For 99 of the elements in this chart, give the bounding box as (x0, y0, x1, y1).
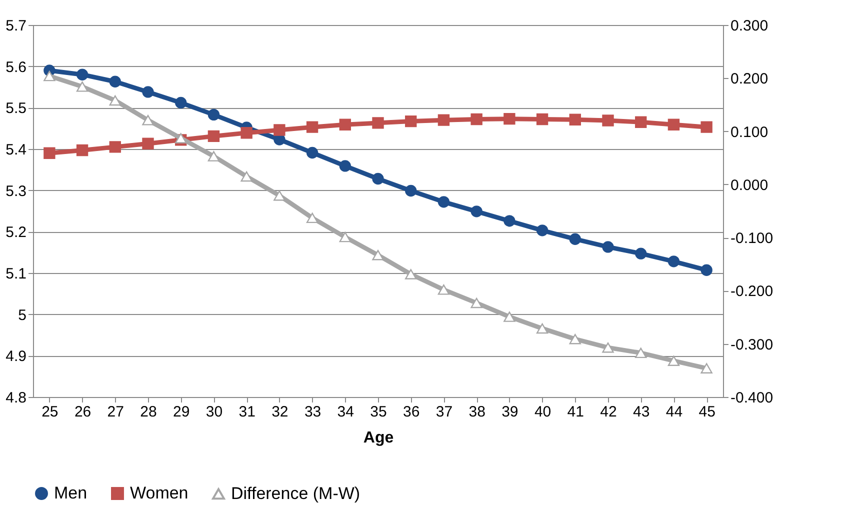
y-tick-label: 5.5 (6, 100, 26, 118)
y2-tick-label: -0.100 (730, 230, 774, 248)
y2-tick-label: -0.200 (730, 283, 774, 300)
legend-label: Women (130, 484, 188, 503)
point (470, 298, 482, 308)
point (635, 116, 647, 128)
point (536, 113, 548, 126)
y-tick-label: 5.2 (6, 224, 26, 242)
y2-tick-label: 0.100 (730, 124, 768, 141)
x-tick-label: 29 (173, 404, 190, 420)
point (76, 82, 88, 92)
point (339, 118, 351, 130)
point (109, 76, 121, 88)
legend-label: Men (54, 484, 88, 503)
x-tick-label: 37 (436, 404, 453, 420)
x-tick-label: 45 (698, 404, 716, 420)
x-tick-label: 33 (304, 404, 322, 420)
point (438, 196, 450, 208)
point (240, 127, 252, 139)
point (405, 269, 417, 280)
y2-tick-label: -0.400 (730, 390, 774, 406)
x-tick-label: 43 (633, 404, 650, 420)
legend-label: Difference (M-W) (231, 484, 360, 503)
point (306, 146, 318, 159)
x-tick-label: 41 (567, 404, 584, 420)
point (76, 144, 88, 156)
x-tick-label: 31 (238, 404, 256, 420)
y-tick-label: 5.6 (6, 58, 26, 76)
y-tick-label: 5 (18, 306, 26, 324)
y-tick-label: 5.3 (6, 182, 26, 200)
point (602, 241, 614, 253)
x-axis-title: Age (363, 430, 394, 446)
point (470, 113, 482, 126)
y-tick-label: 5.1 (6, 266, 26, 282)
point (504, 215, 516, 227)
x-tick-label: 39 (502, 404, 518, 420)
point (175, 133, 187, 144)
x-tick-label: 44 (666, 404, 683, 420)
point (372, 250, 384, 260)
point (372, 172, 384, 185)
x-tick-label: 30 (206, 404, 223, 420)
point (700, 264, 712, 276)
y-tick-label: 4.8 (6, 390, 26, 406)
y-tick-label: 5.7 (6, 18, 26, 34)
point (536, 224, 548, 236)
point (76, 68, 88, 80)
x-tick-label: 26 (74, 404, 92, 420)
point (240, 171, 252, 182)
point (405, 184, 417, 197)
point (635, 348, 647, 358)
x-tick-label: 38 (468, 404, 486, 420)
x-tick-label: 25 (42, 404, 58, 420)
x-tick-label: 35 (370, 404, 387, 420)
point (668, 256, 680, 268)
point (700, 363, 712, 374)
point (635, 248, 647, 260)
x-tick-label: 28 (140, 404, 157, 420)
x-tick-label: 32 (272, 404, 288, 420)
y-tick-label: 4.9 (6, 348, 26, 366)
point (438, 114, 450, 126)
point (700, 121, 712, 133)
point (438, 284, 450, 295)
point (569, 233, 581, 245)
point (208, 130, 220, 142)
point (470, 206, 482, 218)
x-tick-label: 36 (403, 404, 420, 420)
y2-tick-label: 0.000 (730, 176, 768, 194)
point (569, 114, 581, 126)
point (339, 160, 351, 172)
point (668, 356, 680, 366)
point (175, 96, 187, 109)
point (339, 232, 351, 242)
x-tick-label: 34 (337, 404, 354, 420)
point (536, 323, 548, 334)
y2-tick-label: 0.300 (730, 18, 768, 34)
point (44, 70, 56, 82)
x-tick-label: 40 (534, 404, 552, 420)
point (602, 342, 614, 353)
point (602, 114, 614, 126)
point (208, 108, 220, 121)
point (504, 312, 516, 322)
point (668, 118, 680, 130)
x-tick-label: 42 (600, 404, 617, 420)
point (44, 147, 56, 159)
y2-tick-label: 0.200 (730, 70, 768, 88)
point (504, 112, 516, 125)
x-tick-label: 27 (107, 404, 124, 420)
y2-tick-label: -0.300 (730, 336, 774, 354)
point (142, 138, 154, 150)
point (109, 141, 121, 153)
point (405, 115, 417, 128)
point (142, 86, 154, 98)
point (109, 95, 121, 106)
point (306, 121, 318, 133)
point (569, 334, 581, 344)
y-tick-label: 5.4 (6, 142, 26, 158)
point (274, 124, 286, 136)
point (142, 114, 154, 126)
point (372, 117, 384, 129)
